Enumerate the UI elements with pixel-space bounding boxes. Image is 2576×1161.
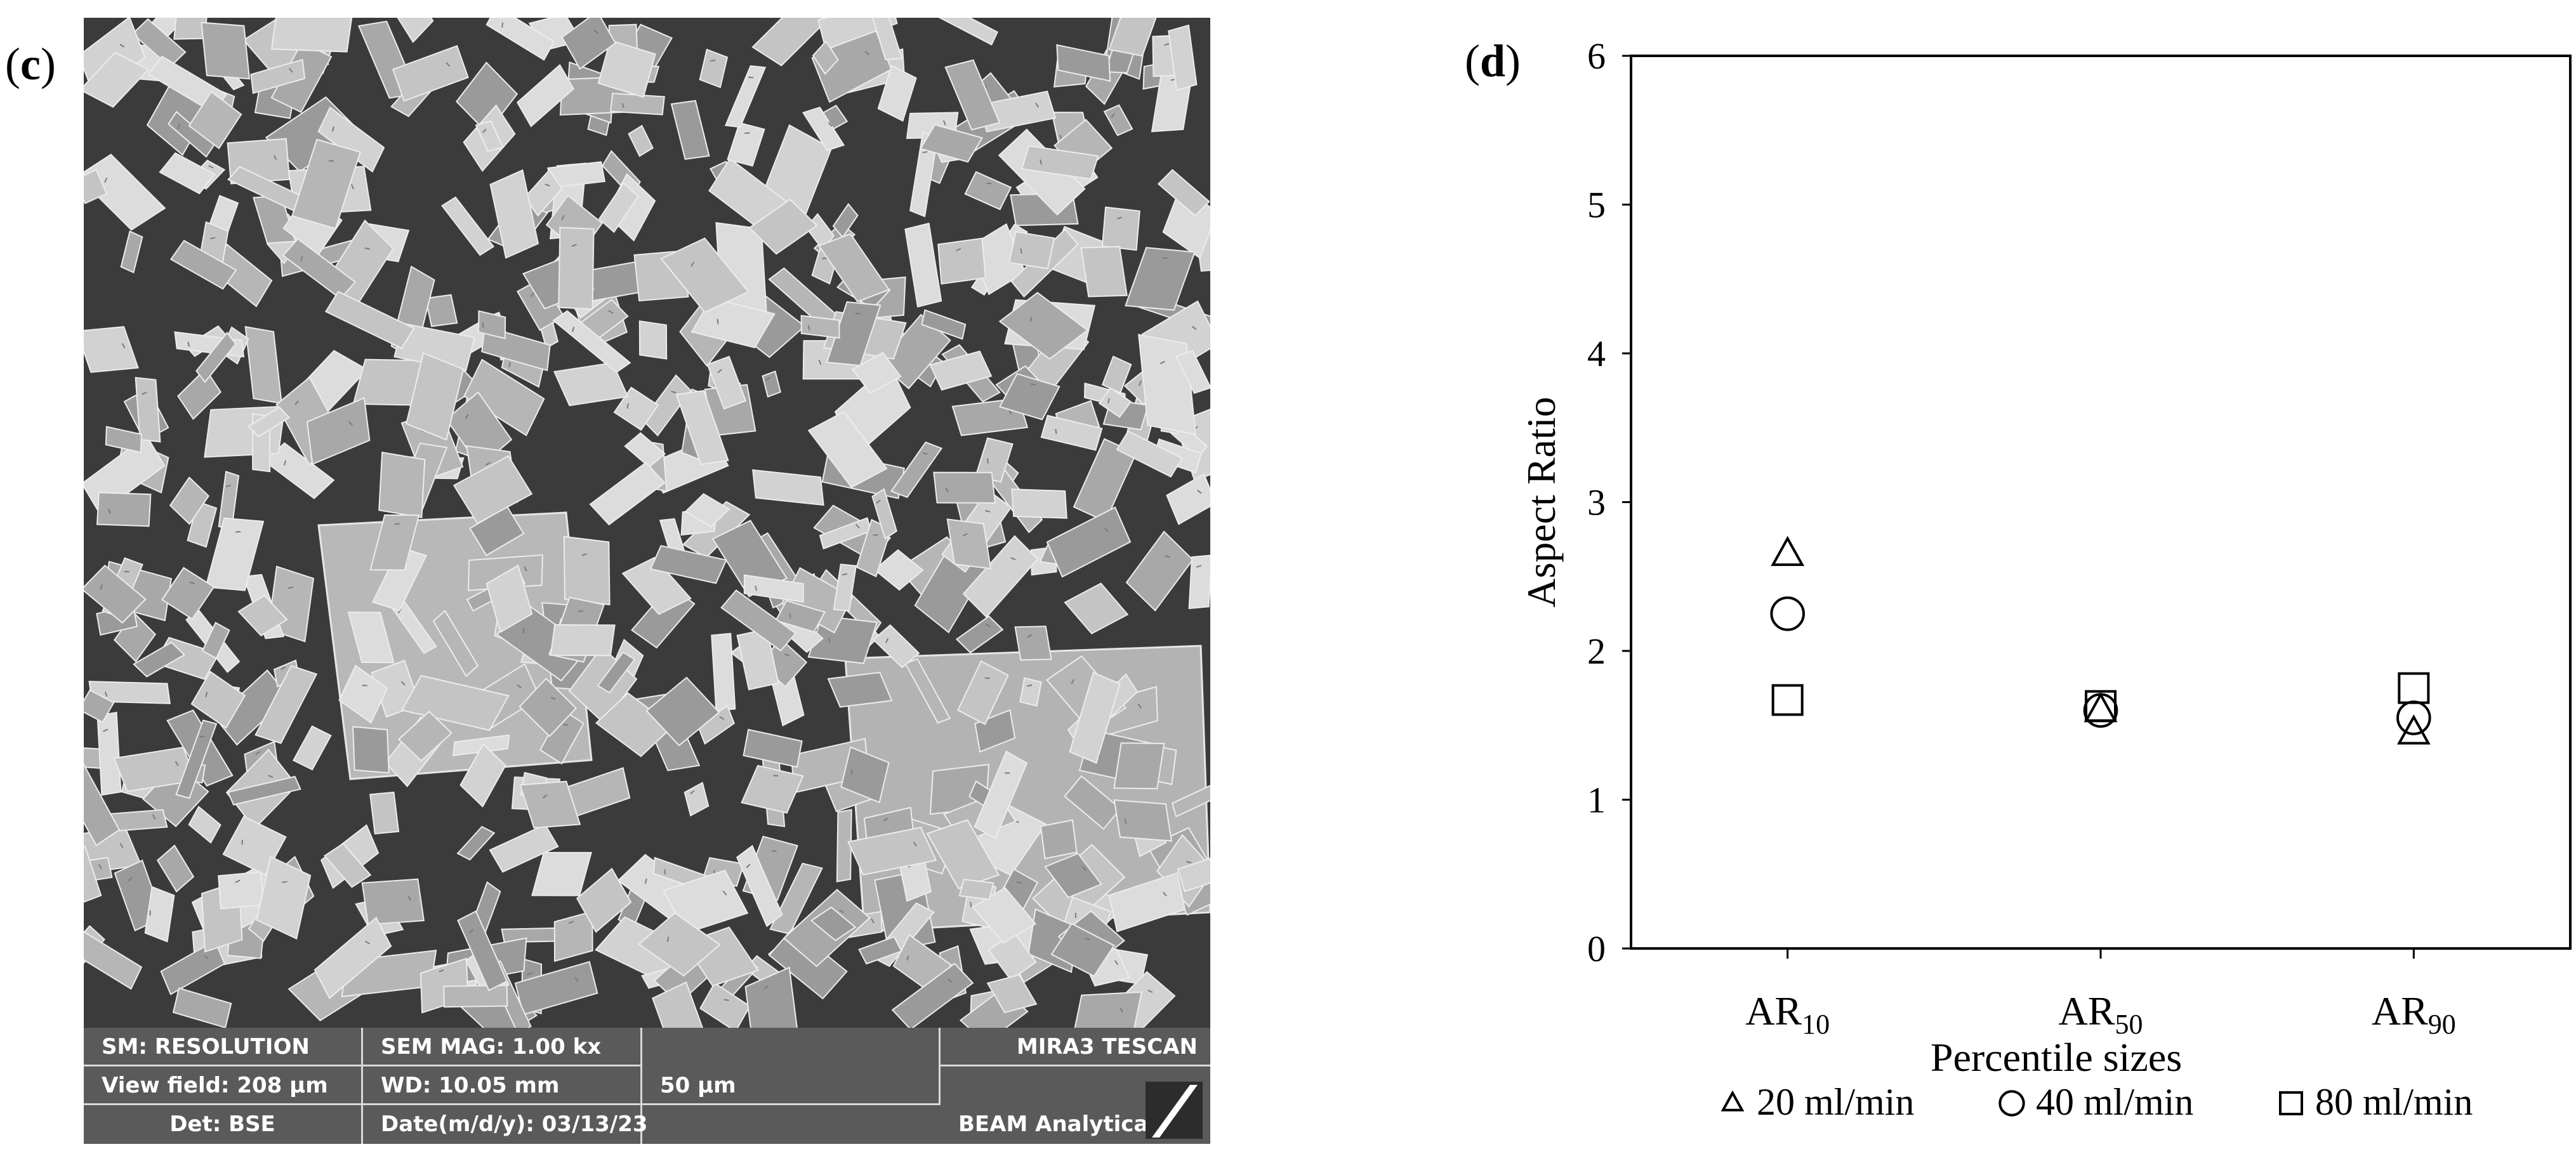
y-tick-label: 6	[1587, 36, 1606, 77]
legend-label: 80 ml/min	[2315, 1081, 2473, 1123]
databar-det-cell: Det: BSE	[84, 1105, 363, 1144]
databar-scale-label-cell: 50 µm	[642, 1066, 941, 1105]
panel-c-label: (c)	[5, 38, 56, 91]
beam-logo-icon	[1146, 1082, 1203, 1139]
aspect-ratio-chart: 0 1 2 3 4 5 6 AR10 AR50 AR90 Percentile sizes Aspec…	[1485, 0, 2576, 1158]
databar-mag-cell: SEM MAG: 1.00 kx	[363, 1028, 642, 1066]
sem-databar: SM: RESOLUTION SEM MAG: 1.00 kx MIRA3 TE…	[84, 1028, 1210, 1144]
databar-det: Det: BSE	[169, 1105, 275, 1144]
y-tick-label: 0	[1587, 928, 1606, 969]
y-tick-label: 4	[1587, 333, 1606, 374]
sem-crystals-image	[84, 18, 1210, 1028]
databar-instrument-cell: MIRA3 TESCAN	[941, 1028, 1210, 1066]
x-axis-title: Percentile sizes	[1931, 1035, 2182, 1080]
databar-sm-cell: SM: RESOLUTION	[84, 1028, 363, 1066]
databar-instrument: MIRA3 TESCAN	[999, 1028, 1210, 1066]
databar-date-cell: Date(m/d/y): 03/13/23	[363, 1105, 642, 1144]
x-tick-label: AR50	[2059, 988, 2143, 1040]
sem-micrograph: SM: RESOLUTION SEM MAG: 1.00 kx MIRA3 TE…	[84, 18, 1210, 1144]
data-point-square	[1773, 685, 1802, 714]
plot-frame	[1631, 56, 2570, 948]
y-axis-title: Aspect Ratio	[1519, 397, 1564, 607]
legend-label: 40 ml/min	[2036, 1081, 2193, 1123]
chart-svg: 0 1 2 3 4 5 6 AR10 AR50 AR90 Percentile sizes Aspec…	[1485, 0, 2576, 1158]
crystal-field	[84, 18, 1210, 1028]
legend-marker-square	[2280, 1092, 2302, 1114]
y-tick-label: 3	[1587, 482, 1606, 523]
data-point-square	[2399, 674, 2428, 703]
x-tick-label: AR90	[2372, 988, 2456, 1040]
data-point-circle	[1771, 598, 1804, 630]
legend-marker-circle	[2000, 1091, 2023, 1115]
databar-viewfield-cell: View field: 208 µm	[84, 1066, 363, 1105]
databar-wd: WD: 10.05 mm	[363, 1066, 559, 1105]
y-tick-label: 1	[1587, 780, 1606, 821]
databar-scale-cell	[642, 1028, 941, 1066]
databar-scale-label: 50 µm	[642, 1066, 736, 1105]
legend-marker-triangle	[1723, 1093, 1742, 1110]
data-point-triangle	[1773, 539, 1802, 565]
databar-date: Date(m/d/y): 03/13/23	[363, 1105, 648, 1144]
y-tick-label: 5	[1587, 185, 1606, 226]
legend-label: 20 ml/min	[1757, 1081, 1914, 1123]
x-tick-label: AR10	[1745, 988, 1830, 1040]
databar-mag: SEM MAG: 1.00 kx	[363, 1028, 601, 1066]
y-tick-label: 2	[1587, 631, 1606, 672]
databar-sm: SM: RESOLUTION	[84, 1028, 310, 1066]
databar-viewfield: View field: 208 µm	[84, 1066, 328, 1105]
databar-wd-cell: WD: 10.05 mm	[363, 1066, 642, 1105]
